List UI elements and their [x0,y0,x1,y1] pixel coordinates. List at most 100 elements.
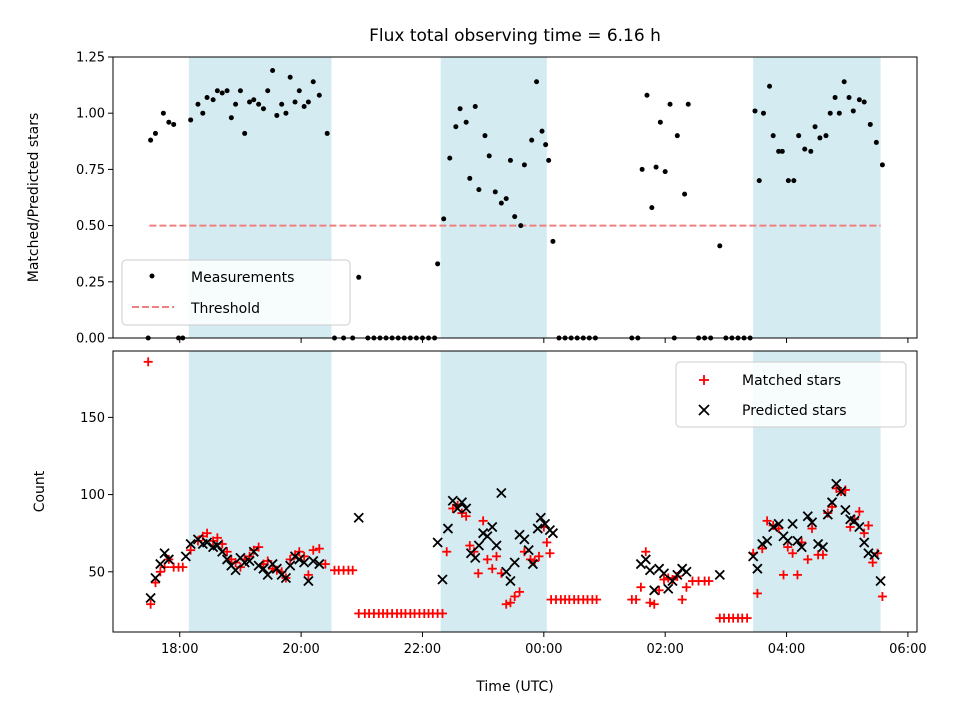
measurement-point [850,108,856,114]
matched-stars-point [807,524,817,534]
measurement-point [498,200,504,206]
measurement-point [817,135,823,141]
x-stroke [150,572,161,584]
x-stroke [456,497,468,508]
matched-stars-point [473,568,483,578]
legend-box [675,361,907,428]
predicted-stars-point [787,518,798,530]
x-stroke [482,531,493,542]
y-tick-label: 0.25 [76,275,105,290]
predicted-stars-point [437,574,448,585]
x-stroke [773,518,784,530]
measurement-point [674,133,680,139]
observing-window-band [440,57,547,338]
matched-stars-point [788,548,798,558]
predicted-stars-point [792,535,803,547]
measurement-point [802,146,808,152]
measurement-point [657,119,663,125]
x-stroke [752,563,763,574]
x-stroke [822,509,833,520]
matched-stars-point [779,570,789,580]
measurement-point [224,88,230,94]
matched-stars-point [863,520,873,530]
measurement-point [776,148,782,154]
measurement-point [767,83,773,89]
predicted-stars-point [854,521,865,533]
measurement-point [770,133,776,139]
matched-stars-point [487,564,497,574]
y-tick-label: 0.00 [76,332,105,347]
x-stroke [523,545,534,556]
legend-label-measurements: Measurements [191,270,294,286]
x-stroke [201,537,213,548]
matched-stars-point [515,587,525,597]
predicted-stars-point [470,552,481,564]
x-stroke [487,521,498,533]
x-stroke [761,535,773,547]
x-stroke [308,555,319,567]
matched-stars-point [649,599,659,609]
matched-stars-point [542,537,552,547]
x-stroke [442,523,454,534]
predicted-stars-point [432,537,443,548]
x-stroke [768,521,779,533]
predicted-stars-point [150,572,161,584]
x-stroke [787,518,798,530]
predicted-stars-point [163,554,174,565]
measurement-point [324,130,330,136]
predicted-stars-point [262,569,273,581]
x-stroke [547,528,559,539]
x-stroke [663,583,674,594]
observing-window-band [753,57,881,338]
matched-stars-point [448,503,458,513]
measurement-point [260,106,266,112]
x-stroke [653,563,665,574]
predicted-stars-point [314,558,325,570]
legend-box [121,259,351,326]
measurement-point [441,216,447,222]
measurement-point [292,99,298,105]
matched-stars-point [348,565,358,575]
x-stroke [863,548,874,559]
predicted-stars-point [863,548,874,559]
x-stroke [748,551,759,562]
x-stroke [262,569,273,581]
matched-stars-point [654,585,664,595]
measurement-point [247,99,253,105]
x-stroke [185,538,196,550]
x-stroke [514,529,525,540]
predicted-stars-point [836,486,847,497]
measurement-point [846,94,852,100]
measurement-point [546,157,552,163]
y-tick-label: 150 [80,411,105,426]
predicted-stars-point [253,560,264,571]
matched-stars-point [186,545,196,555]
predicted-stars-point [757,538,768,550]
predicted-stars-point [782,535,793,547]
measurement-point [760,110,766,116]
measurement-point [283,110,289,116]
predicted-stars-point [221,554,233,565]
x-stroke [244,555,255,567]
x-stroke [869,549,880,560]
measurement-point [653,164,659,170]
predicted-stars-point [649,585,660,596]
matched-stars-point [303,570,313,580]
predicted-stars-point [840,504,851,516]
measurement-point [639,166,645,172]
measurement-point [160,110,166,116]
x-tick-label: 00:00 [525,642,562,657]
measurement-point [219,90,225,96]
matched-stars-point [146,599,156,609]
matched-stars-point [212,533,222,543]
matched-stars-point [859,528,869,538]
x-stroke [817,541,829,553]
predicted-stars-point [826,497,838,508]
legend-label-predicted: Predicted stars [742,403,847,419]
y-tick-label: 100 [80,488,105,503]
x-stroke [271,563,282,574]
measurement-point [512,214,518,220]
x-stroke [831,478,842,489]
x-stroke [285,560,296,571]
matched-stars-point [672,571,682,581]
